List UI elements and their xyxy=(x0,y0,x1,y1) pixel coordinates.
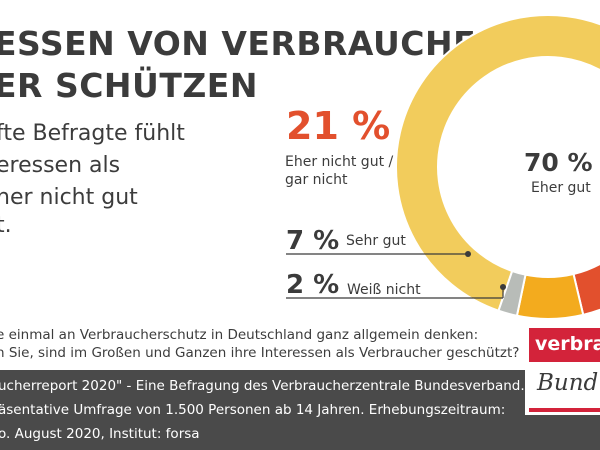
headline-line-1: ESSEN VON VERBRAUCHERN xyxy=(0,24,531,63)
slice-label-sehr-gut: Sehr gut xyxy=(346,233,406,249)
value-label-eher-gut: 70 % xyxy=(524,148,593,177)
source-line-3: o. August 2020, Institut: forsa xyxy=(0,426,200,442)
slice-label-weiss-nicht: Weiß nicht xyxy=(347,282,421,298)
logo-red-bar: verbrauch xyxy=(529,328,600,362)
source-line-2: äsentative Umfrage von 1.500 Personen ab… xyxy=(0,402,506,418)
donut-slice-sehr-gut xyxy=(515,272,585,320)
intro-line-2: eressen als xyxy=(0,153,121,178)
source-footer: ucherreport 2020" - Eine Befragung des V… xyxy=(0,370,600,450)
question-line-2: n Sie, sind im Großen und Ganzen ihre In… xyxy=(0,345,520,361)
intro-line-3: her nicht gut xyxy=(0,185,138,210)
logo-underline xyxy=(529,408,600,412)
headline-line-2: ER SCHÜTZEN xyxy=(0,66,258,105)
donut-slice-weiss-nicht xyxy=(497,269,527,317)
logo-wordmark: verbrauch xyxy=(535,333,600,355)
question-line-1: e einmal an Verbraucherschutz in Deutsch… xyxy=(0,327,479,343)
value-label-weiss-nicht: 2 % xyxy=(286,270,340,300)
leader-dot-sehr-gut xyxy=(465,251,471,257)
slice-label-eher-gut: Eher gut xyxy=(531,180,591,196)
slice-label-eher-nicht-gut-2: gar nicht xyxy=(285,172,348,188)
intro-line-4: t. xyxy=(0,213,12,238)
source-line-1: ucherreport 2020" - Eine Befragung des V… xyxy=(0,378,525,394)
slice-label-eher-nicht-gut-1: Eher nicht gut / xyxy=(285,154,394,170)
value-label-eher-nicht-gut: 21 % xyxy=(286,104,391,148)
value-label-sehr-gut: 7 % xyxy=(286,226,340,256)
vzbv-logo: verbrauch Bund xyxy=(525,324,600,415)
logo-script-text: Bund xyxy=(537,370,599,396)
donut-slice-eher-gut xyxy=(395,14,600,312)
intro-line-1: fte Befragte fühlt xyxy=(0,121,185,146)
donut-chart xyxy=(286,14,600,320)
